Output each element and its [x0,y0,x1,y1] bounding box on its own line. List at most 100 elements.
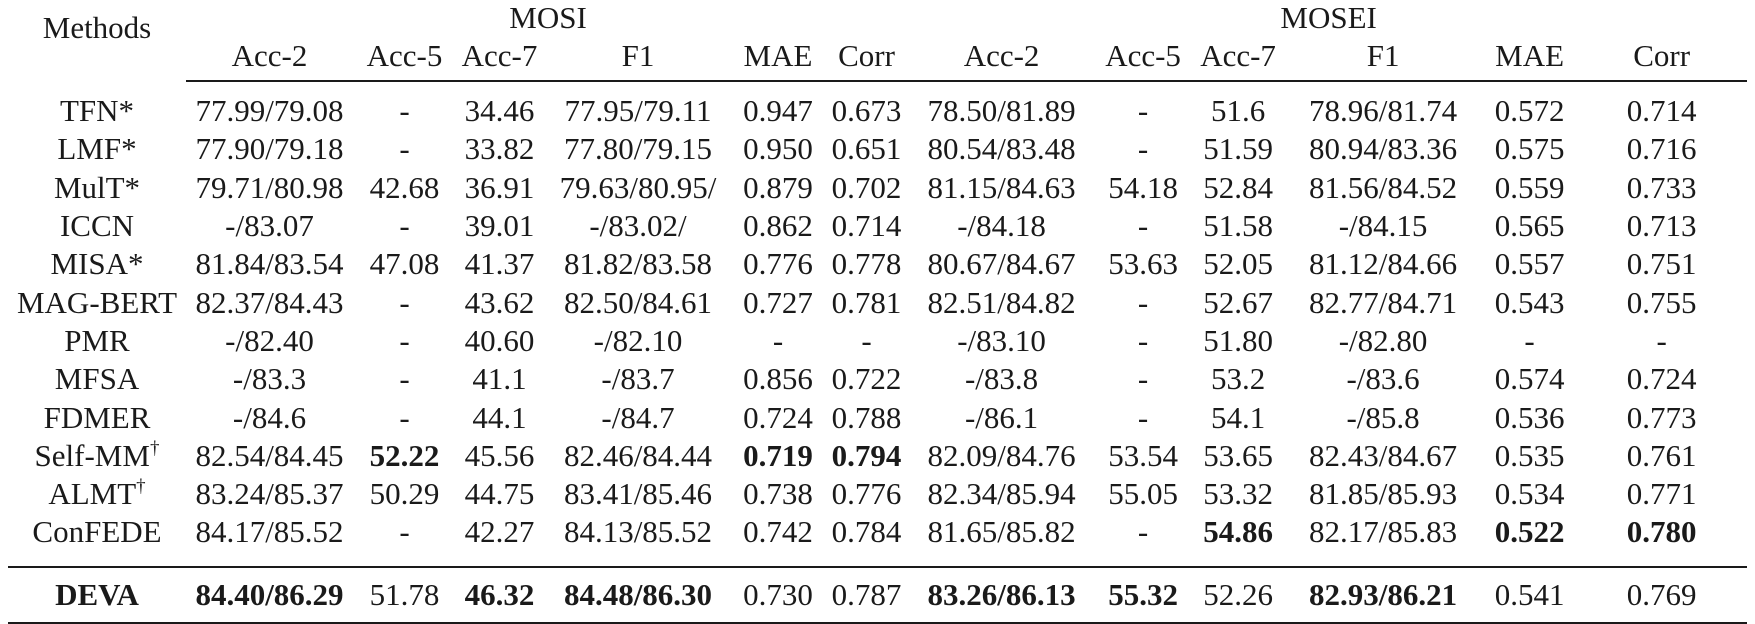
method-cell: LMF* [8,130,186,168]
table-cell: 81.15/84.63 [927,169,1076,205]
table-cell: 82.34/85.94 [927,476,1076,512]
table-cell: 0.781 [831,284,902,320]
table-cell: 0.787 [823,565,911,624]
table-row: MAG-BERT 82.37/84.43 - 43.62 82.50/84.61 0.72… [8,283,1747,321]
table-cell: 0.716 [1626,131,1697,167]
method-cell: ConFEDE [8,513,186,566]
table-cell: 0.543 [1494,284,1565,320]
column-header: Corr [823,36,911,82]
table-cell: 82.77/84.71 [1309,284,1458,320]
table-cell: 0.714 [831,208,902,244]
table-cell: 45.56 [464,437,535,473]
group-header-row: Methods MOSI MOSEI [8,0,1747,45]
table-cell: 0.784 [831,514,902,550]
table-cell: 82.43/84.67 [1309,437,1458,473]
table-cell: 78.96/81.74 [1309,93,1458,129]
table-cell: 0.574 [1494,361,1565,397]
table-cell: 0.730 [733,565,823,624]
table-cell: 79.71/80.98 [195,169,344,205]
table-cell: -/83.8 [964,361,1039,397]
table-cell: 0.713 [1626,208,1697,244]
table-cell: 55.05 [1108,476,1178,512]
table-cell: 77.80/79.15 [563,131,713,167]
table-cell: -/83.07 [225,208,314,244]
table-row: MISA* 81.84/83.54 47.08 41.37 81.82/83.58 0.7… [8,245,1747,283]
method-name: DEVA [55,576,139,612]
table-cell: 0.534 [1494,476,1565,512]
table-cell: -/84.7 [601,399,675,435]
table-cell: 42.27 [464,514,535,550]
table-cell: 0.776 [743,246,813,282]
table-cell: 0.536 [1494,399,1565,435]
table-cell: 0.771 [1626,476,1697,512]
table-cell: 82.37/84.43 [195,284,344,320]
table-cell: 42.68 [369,169,440,205]
method-name: MulT* [53,169,141,205]
table-cell: 44.75 [464,476,535,512]
table-cell: 83.41/85.46 [563,476,713,512]
table-foot: DEVA 84.40/86.29 51.78 46.32 84.48/86.30 0.73… [8,565,1748,624]
method-cell: ALMT† [8,475,186,513]
methods-header: Methods [42,10,152,45]
table-cell: 0.862 [743,208,813,244]
table-cell: 0.575 [1494,131,1565,167]
column-header: MAE [1483,36,1577,82]
table-cell: 82.54/84.45 [195,437,344,473]
table-cell: 46.32 [456,565,543,624]
table-cell: 81.56/84.52 [1309,169,1458,205]
table-cell: -/83.6 [1346,361,1420,397]
method-footnote-mark: † [149,437,160,459]
table-cell: -/83.10 [957,322,1046,358]
table-cell: 53.2 [1210,361,1266,397]
table-cell: 81.12/84.66 [1309,246,1458,282]
table-cell: 0.714 [1626,93,1697,129]
table-cell: 82.50/84.61 [563,284,713,320]
table-cell: 51.6 [1210,93,1266,129]
table-cell: 77.95/79.11 [564,93,712,129]
results-table: Methods MOSI MOSEI Acc-2 Acc-5 Acc-7 F1 … [8,0,1748,624]
table-cell: - [399,361,410,397]
metric-header-row: Acc-2 Acc-5 Acc-7 F1 MAE Corr Acc-2 Acc-… [8,36,1748,82]
table-cell: 0.780 [1626,514,1697,550]
table-cell: 47.08 [369,246,440,282]
table-cell: 79.63/80.95/ [559,169,717,205]
method-cell: TFN* [8,81,186,130]
table-cell: 0.769 [1576,565,1748,624]
table-cell: 82.93/86.21 [1283,565,1484,624]
table-cell: 0.755 [1626,284,1697,320]
table-cell: - [1137,93,1149,129]
table-row: DEVA 84.40/86.29 51.78 46.32 84.48/86.30 0.73… [8,565,1748,624]
table-cell: 34.46 [464,93,535,129]
table-row: MFSA -/83.3 - 41.1 -/83.7 0.856 0.722 -/83.8 - 53… [8,360,1747,398]
table-cell: 0.727 [743,284,813,320]
column-header: F1 [543,36,733,82]
table-cell: -/82.40 [225,322,314,358]
method-cell: MFSA [8,360,186,398]
table-cell: - [1524,322,1535,358]
table-cell: 51.58 [1203,208,1273,244]
method-name: ICCN [59,208,135,244]
table-cell: - [399,131,410,167]
table-cell: 0.572 [1494,93,1565,129]
table-cell: 81.65/85.82 [927,514,1076,550]
table-cell: - [1137,322,1149,358]
table-cell: - [1137,208,1149,244]
table-cell: 0.947 [743,93,813,129]
table-cell: - [1137,284,1149,320]
table-cell: 0.733 [1626,169,1697,205]
table-cell: 0.950 [743,131,813,167]
table-cell: 55.32 [1093,565,1194,624]
table-cell: 36.91 [464,169,535,205]
table-cell: 0.559 [1494,169,1565,205]
table-cell: 82.51/84.82 [927,284,1076,320]
column-header: Acc-5 [353,36,456,82]
table-cell: -/84.18 [957,208,1046,244]
column-header: Acc-2 [186,36,353,82]
table-cell: -/84.15 [1338,208,1428,244]
table-cell: 0.722 [831,361,902,397]
table-row: ALMT† 83.24/85.37 50.29 44.75 83.41/85.46 0.7… [8,475,1747,513]
column-header: Acc-5 [1093,36,1194,82]
table-cell: 52.26 [1193,565,1284,624]
table-row: MulT* 79.71/80.98 42.68 36.91 79.63/80.95/0.… [8,169,1747,207]
table-cell: 81.82/83.58 [563,246,713,282]
